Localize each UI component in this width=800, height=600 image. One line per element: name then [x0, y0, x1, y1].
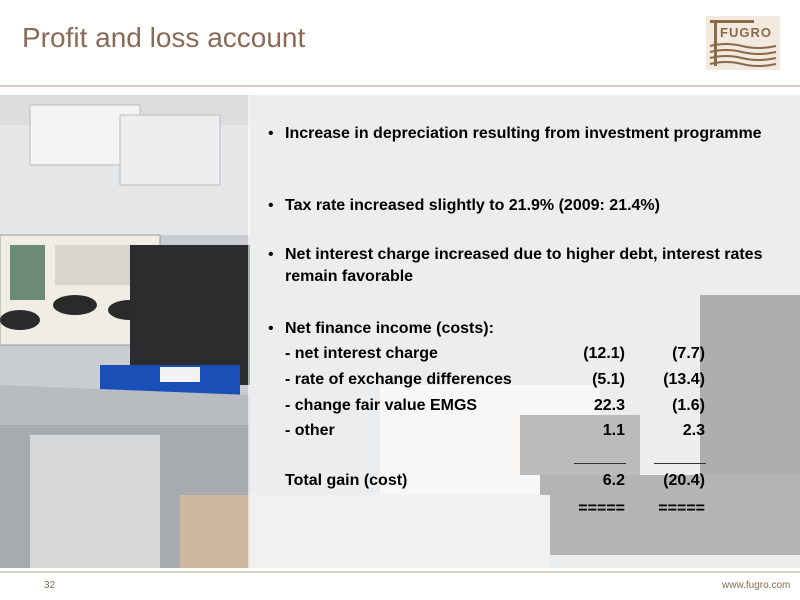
finance-row-value-2010: (5.1) [592, 371, 625, 388]
finance-row-label: - rate of exchange differences [285, 371, 512, 388]
finance-row-value-2009: (7.7) [672, 345, 705, 362]
bullet-dot: • [268, 320, 274, 337]
lab-background-photo [0, 95, 800, 568]
title-divider [0, 85, 800, 87]
bullet-text: Net finance income (costs): [285, 320, 494, 337]
finance-total-label: Total gain (cost) [285, 472, 408, 489]
bullet-dot: • [268, 246, 274, 263]
bullet-text: Increase in depreciation resulting from … [285, 125, 762, 142]
subtotal-underline-2009 [654, 463, 706, 464]
finance-row-value-2009: (13.4) [663, 371, 705, 388]
fugro-logo: FUGRO [706, 16, 780, 70]
bullet-dot: • [268, 125, 274, 142]
footer-divider [0, 571, 800, 573]
logo-wordmark: FUGRO [720, 25, 772, 40]
page-number: 32 [44, 580, 56, 591]
bullet-dot: • [268, 197, 274, 214]
finance-row-value-2010: 1.1 [602, 422, 625, 439]
double-rule-row: ===== ===== [285, 498, 785, 520]
slide-title: Profit and loss account [22, 22, 306, 53]
fugro-logo-icon [706, 16, 780, 70]
finance-row: - net interest charge (12.1) (7.7) [285, 343, 785, 365]
finance-row-value-2010: 22.3 [593, 397, 625, 414]
finance-total-value-2010: 6.2 [602, 472, 625, 489]
double-rule-2010: ===== [578, 500, 625, 517]
website-link[interactable]: www.fugro.com [722, 580, 791, 591]
finance-row-value-2009: 2.3 [682, 422, 705, 439]
bullet-text: Tax rate increased slightly to 21.9% (20… [285, 197, 660, 214]
finance-total-row: Total gain (cost) 6.2 (20.4) [285, 470, 785, 492]
finance-row-value-2009: (1.6) [672, 397, 705, 414]
finance-row-label: - change fair value EMGS [285, 397, 478, 414]
bullet-text: Net interest charge increased due to hig… [285, 246, 763, 285]
finance-total-value-2009: (20.4) [663, 472, 705, 489]
subtotal-underline-2010 [574, 463, 626, 464]
finance-row: - other 1.1 2.3 [285, 420, 785, 442]
finance-row-label: - net interest charge [285, 345, 438, 362]
double-rule-2009: ===== [658, 500, 705, 517]
finance-row-label: - other [285, 422, 335, 439]
finance-row-value-2010: (12.1) [583, 345, 625, 362]
text-overlay-panel [248, 95, 800, 568]
finance-row: - rate of exchange differences (5.1) (13… [285, 369, 785, 391]
finance-row: - change fair value EMGS 22.3 (1.6) [285, 395, 785, 417]
